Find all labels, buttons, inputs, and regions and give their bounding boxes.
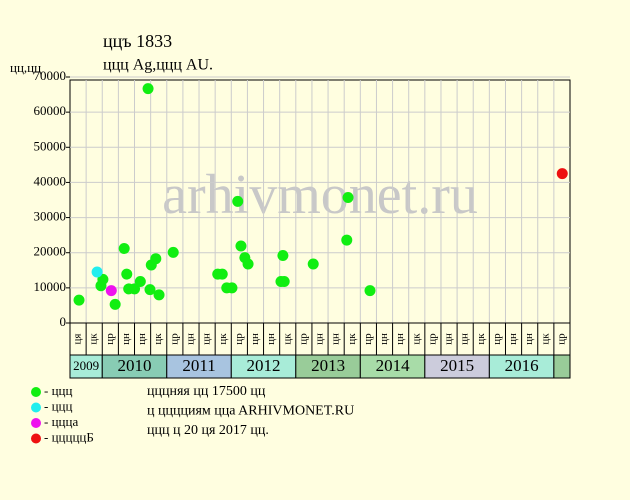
note: цццняя цц 17500 цц <box>147 384 266 399</box>
x-tick-label: цн <box>523 333 535 345</box>
x-tick-label: цк <box>217 333 229 345</box>
point <box>142 83 154 95</box>
x-tick-label: цр <box>426 333 438 345</box>
y-tick-label: 50000 <box>34 138 67 153</box>
chart-subtitle: ццц Ag,ццц AU. <box>103 57 213 74</box>
point <box>342 192 354 204</box>
x-tick-label: цк <box>281 333 293 345</box>
legend-marker <box>31 402 41 413</box>
x-tick-label: цн <box>443 333 455 345</box>
x-tick-label: цк <box>346 333 358 345</box>
year-band <box>553 354 571 379</box>
legend-marker <box>31 433 41 444</box>
legend-label: - ццца <box>44 414 78 429</box>
point <box>153 289 165 301</box>
x-tick-label: цр <box>233 333 245 345</box>
x-tick-label: цк <box>475 333 487 345</box>
year-label: 2016 <box>505 356 539 375</box>
point <box>167 246 179 258</box>
point <box>242 258 254 270</box>
point <box>97 273 109 285</box>
legend-label: - ццц <box>44 383 72 398</box>
x-tick-label: цн <box>507 333 519 345</box>
year-label: 2010 <box>118 356 152 375</box>
x-tick-label: цр <box>168 333 180 345</box>
year-label: 2012 <box>247 356 281 375</box>
point <box>277 250 289 262</box>
point <box>73 294 85 306</box>
point <box>109 298 121 310</box>
x-tick-label: цн <box>265 333 277 345</box>
note: ццц ц 20 ця 2017 цц. <box>147 423 269 438</box>
x-tick-label: цн <box>136 333 148 345</box>
x-tick-label: цн <box>330 333 342 345</box>
point <box>216 268 228 280</box>
year-label: 2009 <box>73 358 99 373</box>
note: ц цццциям ццa ARHIVMONET.RU <box>147 404 354 419</box>
y-tick-label: 70000 <box>34 68 67 83</box>
x-tick-label: цк <box>152 333 164 345</box>
point <box>105 285 117 297</box>
x-tick-label: цк <box>88 333 100 345</box>
legend-label: - ццц <box>44 398 72 413</box>
y-axis-label: цц,цц <box>10 60 41 75</box>
point <box>121 268 133 280</box>
point <box>307 258 319 270</box>
legend-marker <box>31 418 41 428</box>
x-tick-label: цн <box>378 333 390 345</box>
y-tick-label: 0 <box>60 314 67 329</box>
x-tick-label: цр <box>491 333 503 345</box>
plot-area <box>69 79 571 324</box>
point <box>91 266 103 278</box>
y-tick-label: 60000 <box>34 103 67 118</box>
year-label: 2015 <box>440 356 474 375</box>
point <box>144 284 156 296</box>
x-tick-label: цн <box>394 333 406 345</box>
point <box>278 276 290 288</box>
year-label: 2014 <box>376 356 411 375</box>
x-tick-label: цн <box>120 333 132 345</box>
point <box>235 240 247 252</box>
point <box>226 282 238 294</box>
y-tick-label: 20000 <box>34 244 67 259</box>
x-tick-label: цр <box>297 333 309 345</box>
x-tick-label: цр <box>555 333 567 345</box>
x-tick-label: цн <box>459 333 471 345</box>
x-tick-label: цк <box>539 333 551 345</box>
year-label: 2011 <box>182 356 215 375</box>
y-tick-label: 30000 <box>34 209 67 224</box>
point <box>129 283 141 295</box>
chart-title: ццъ 1833 <box>103 31 172 51</box>
x-tick-label: цр <box>362 333 374 345</box>
point <box>118 242 130 254</box>
legend-marker <box>31 387 41 397</box>
point <box>556 168 568 180</box>
x-tick-label: цн <box>249 333 261 345</box>
point <box>134 276 146 288</box>
point <box>232 195 244 207</box>
y-tick-label: 10000 <box>34 279 67 294</box>
x-tick-label: ця <box>72 334 84 345</box>
x-tick-label: цк <box>410 333 422 345</box>
point <box>341 234 353 246</box>
watermark: arhivmonet.ru <box>162 164 478 226</box>
legend-label: - цццццБ <box>44 429 94 444</box>
year-label: 2013 <box>311 356 345 375</box>
point <box>150 253 162 265</box>
x-tick-label: цн <box>201 333 213 345</box>
x-tick-label: цн <box>184 333 196 345</box>
y-tick-label: 40000 <box>34 173 67 188</box>
x-tick-label: цр <box>104 333 116 345</box>
point <box>364 285 376 297</box>
x-tick-label: цн <box>314 333 326 345</box>
